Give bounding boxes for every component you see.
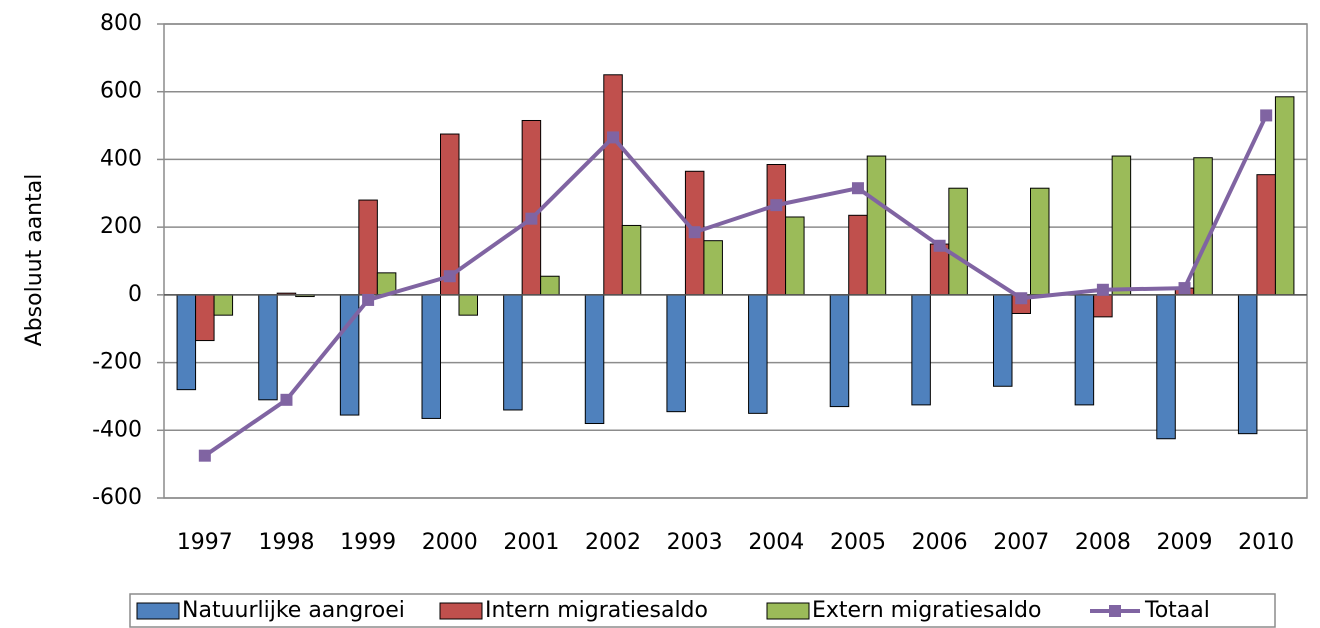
bar bbox=[866, 155, 887, 296]
bar bbox=[911, 294, 931, 406]
bar bbox=[748, 294, 768, 414]
line bbox=[203, 114, 1268, 458]
x-tick-label: 2007 bbox=[993, 530, 1049, 555]
line-marker bbox=[525, 212, 538, 225]
bar bbox=[213, 294, 234, 316]
line-marker bbox=[770, 199, 783, 212]
bar bbox=[176, 294, 197, 391]
legend-box bbox=[129, 593, 1276, 628]
bar bbox=[584, 294, 605, 425]
line-marker bbox=[688, 226, 701, 239]
x-tick-label: 1998 bbox=[258, 530, 314, 555]
bar bbox=[1193, 157, 1213, 296]
bar bbox=[603, 74, 623, 296]
bar bbox=[1030, 187, 1050, 296]
x-tick-label: 2000 bbox=[422, 530, 478, 555]
y-tick-label: -400 bbox=[92, 417, 142, 442]
y-tick-label: 600 bbox=[100, 79, 142, 104]
legend-swatch bbox=[136, 602, 180, 620]
bar bbox=[1111, 155, 1132, 296]
bar bbox=[621, 224, 642, 296]
bar bbox=[421, 294, 441, 419]
bar bbox=[1156, 294, 1176, 440]
y-tick-label: 0 bbox=[128, 282, 142, 307]
x-tick-label: 2009 bbox=[1157, 530, 1213, 555]
bar bbox=[848, 214, 868, 296]
bar bbox=[358, 199, 378, 296]
bar bbox=[1274, 96, 1295, 296]
bar bbox=[521, 119, 542, 296]
bar bbox=[948, 187, 968, 296]
line-marker bbox=[851, 182, 864, 195]
x-tick-label: 2001 bbox=[503, 530, 559, 555]
bar bbox=[540, 275, 560, 296]
bar bbox=[503, 294, 523, 411]
y-axis-label: Absoluut aantal bbox=[22, 174, 47, 347]
bar bbox=[703, 240, 723, 296]
legend-label: Extern migratiesaldo bbox=[812, 598, 1041, 623]
line-marker bbox=[1260, 109, 1273, 122]
bar bbox=[666, 294, 686, 413]
line-marker bbox=[362, 293, 375, 306]
bar bbox=[829, 294, 850, 408]
bar bbox=[458, 294, 478, 316]
x-tick-label: 2003 bbox=[667, 530, 723, 555]
line-marker bbox=[280, 393, 293, 406]
bar bbox=[1256, 174, 1276, 296]
line-marker bbox=[198, 449, 211, 462]
y-tick-label: -600 bbox=[92, 485, 142, 510]
bar bbox=[258, 294, 278, 401]
x-tick-label: 1997 bbox=[177, 530, 233, 555]
x-tick-label: 2002 bbox=[585, 530, 641, 555]
bar bbox=[1074, 294, 1095, 406]
x-tick-label: 2008 bbox=[1075, 530, 1131, 555]
line-marker bbox=[607, 131, 620, 144]
y-tick-label: 400 bbox=[100, 146, 142, 171]
legend-swatch bbox=[439, 602, 483, 620]
bar bbox=[785, 216, 805, 296]
x-tick-label: 2010 bbox=[1238, 530, 1294, 555]
bar bbox=[195, 294, 215, 342]
line-marker bbox=[1096, 283, 1109, 296]
y-tick-label: -200 bbox=[92, 350, 142, 375]
legend-marker bbox=[1109, 605, 1121, 617]
line-marker bbox=[1015, 292, 1028, 305]
bar bbox=[1093, 294, 1113, 318]
line-marker bbox=[443, 270, 456, 283]
x-tick-label: 1999 bbox=[340, 530, 396, 555]
legend-swatch bbox=[766, 602, 810, 620]
legend-label: Natuurlijke aangroei bbox=[182, 598, 405, 623]
x-tick-label: 2006 bbox=[912, 530, 968, 555]
legend-label: Intern migratiesaldo bbox=[485, 598, 708, 623]
y-tick-label: 800 bbox=[100, 11, 142, 36]
legend-label: Totaal bbox=[1144, 598, 1210, 623]
plot-border bbox=[163, 23, 1308, 499]
bar bbox=[766, 164, 787, 296]
bar bbox=[1237, 294, 1258, 435]
x-tick-label: 2004 bbox=[748, 530, 804, 555]
line-marker bbox=[1178, 282, 1191, 295]
x-tick-label: 2005 bbox=[830, 530, 886, 555]
bar bbox=[993, 294, 1013, 387]
y-tick-label: 200 bbox=[100, 214, 142, 239]
line-marker bbox=[933, 239, 946, 252]
